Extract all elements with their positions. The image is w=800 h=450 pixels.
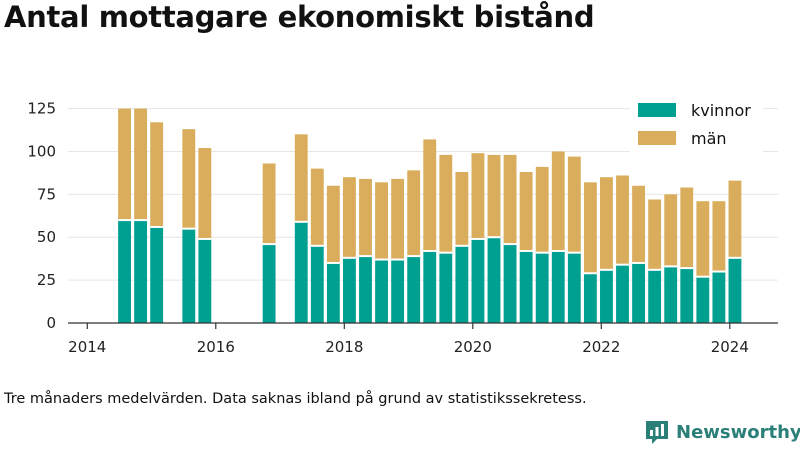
bar-man (728, 180, 742, 258)
bar-man (118, 108, 131, 221)
bar-kvinnor (583, 273, 597, 323)
bar-man (616, 175, 629, 265)
bar-kvinnor (551, 250, 565, 323)
legend-label: män (691, 129, 727, 148)
bar-kvinnor (439, 252, 453, 323)
bar-man (439, 154, 453, 253)
bar-man (391, 178, 405, 260)
legend: kvinnor män (630, 96, 763, 156)
bar-man (375, 182, 388, 260)
bar-man (632, 185, 645, 263)
bar-kvinnor (712, 271, 726, 323)
bar-man (407, 170, 421, 257)
bar-man (583, 182, 597, 274)
bar-kvinnor (648, 269, 662, 323)
bar-kvinnor (487, 237, 501, 323)
bar-kvinnor (423, 250, 437, 323)
bar-kvinnor (600, 269, 613, 323)
bar-man (600, 177, 613, 270)
x-tick-label: 2022 (582, 338, 620, 356)
y-tick-label: 100 (27, 142, 56, 160)
y-tick-label: 25 (37, 271, 56, 289)
bar-man (294, 134, 308, 222)
y-tick-label: 125 (27, 100, 56, 118)
bar-kvinnor (150, 226, 164, 323)
bars (118, 108, 742, 323)
bar-man (423, 139, 437, 251)
bar-kvinnor (326, 262, 340, 323)
stacked-bar-chart: 0 25 50 75 100 125 2014 2016 2018 2020 2022 2024 k… (27, 96, 778, 356)
bar-man (134, 108, 148, 221)
y-tick-label: 50 (37, 228, 56, 246)
x-tick-label: 2020 (454, 338, 492, 356)
x-tick-label: 2024 (711, 338, 749, 356)
bar-kvinnor (696, 276, 710, 323)
bar-man (551, 151, 565, 251)
bar-man (680, 187, 694, 269)
bar-man (262, 163, 276, 245)
bar-kvinnor (407, 256, 421, 323)
y-axis: 0 25 50 75 100 125 (27, 100, 56, 332)
bar-kvinnor (391, 259, 405, 323)
bar-kvinnor (182, 228, 196, 323)
bar-man (326, 185, 340, 263)
bar-kvinnor (535, 252, 549, 323)
bar-kvinnor (616, 264, 629, 323)
chart-caption: Tre månaders medelvärden. Data saknas ib… (4, 391, 587, 407)
x-tick-label: 2016 (197, 338, 235, 356)
bar-man (696, 201, 710, 277)
bar-kvinnor (471, 238, 485, 323)
bar-kvinnor (359, 256, 372, 323)
bar-kvinnor (680, 268, 694, 323)
bar-man (343, 177, 356, 258)
bar-man (182, 129, 196, 229)
bar-kvinnor (134, 220, 148, 323)
bar-kvinnor (632, 262, 645, 323)
x-tick-label: 2014 (68, 338, 106, 356)
bar-kvinnor (664, 266, 678, 323)
bar-man (567, 156, 581, 253)
brand-name: Newsworthy (676, 421, 800, 443)
bar-man (712, 201, 726, 272)
bar-man (487, 154, 501, 238)
bar-man (519, 172, 533, 251)
legend-swatch (638, 131, 676, 145)
bar-kvinnor (198, 238, 212, 323)
bar-kvinnor (375, 259, 388, 323)
bar-man (648, 199, 662, 270)
newsworthy-logo-icon (646, 421, 668, 444)
bar-man (359, 178, 372, 257)
legend-swatch (638, 103, 676, 117)
bar-man (503, 154, 517, 245)
bar-man (310, 168, 324, 246)
bar-kvinnor (310, 245, 324, 323)
bar-kvinnor (455, 245, 469, 323)
bar-man (150, 122, 164, 227)
bar-kvinnor (567, 252, 581, 323)
bar-kvinnor (343, 257, 356, 323)
bar-kvinnor (503, 244, 517, 323)
chart-title: Antal mottagare ekonomiskt bistånd (4, 0, 595, 34)
bar-man (535, 166, 549, 253)
bar-kvinnor (519, 250, 533, 323)
bar-kvinnor (118, 220, 131, 323)
x-axis: 2014 2016 2018 2020 2022 2024 (68, 322, 778, 356)
y-tick-label: 75 (37, 185, 56, 203)
brand-logo: Newsworthy (645, 419, 800, 445)
bar-man (198, 148, 212, 239)
y-tick-label: 0 (46, 314, 56, 332)
bar-kvinnor (728, 257, 742, 323)
legend-label: kvinnor (691, 101, 751, 120)
bar-man (471, 153, 485, 239)
x-tick-label: 2018 (325, 338, 363, 356)
bar-kvinnor (294, 221, 308, 323)
bar-man (455, 172, 469, 246)
bar-man (664, 194, 678, 267)
bar-kvinnor (262, 244, 276, 323)
